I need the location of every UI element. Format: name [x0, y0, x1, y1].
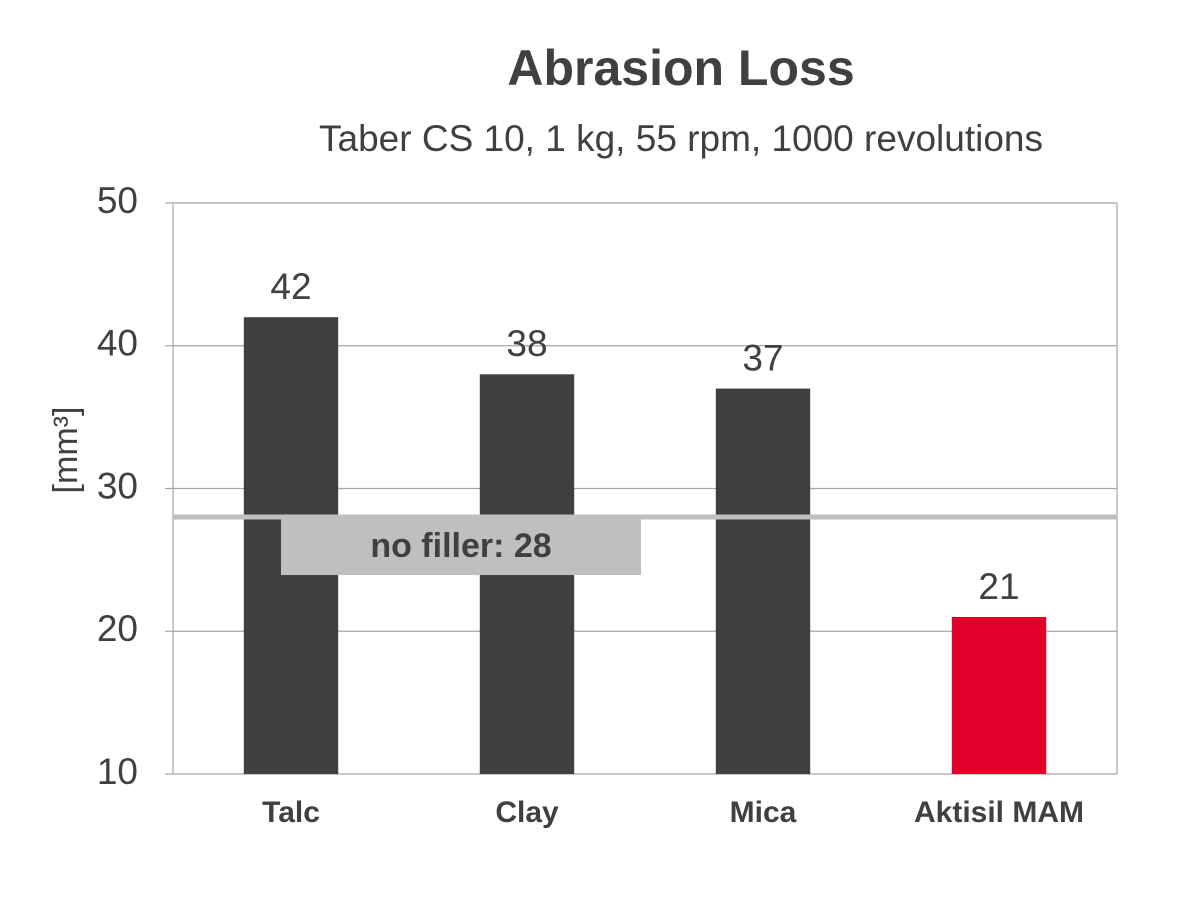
- x-tick-label: Mica: [730, 796, 797, 829]
- value-label: 37: [742, 337, 783, 378]
- chart-subtitle: Taber CS 10, 1 kg, 55 rpm, 1000 revoluti…: [319, 118, 1043, 159]
- y-tick-label: 40: [97, 323, 138, 364]
- y-tick-label: 10: [97, 751, 138, 792]
- reference-label-box: [281, 517, 641, 576]
- chart-title: Abrasion Loss: [507, 40, 854, 96]
- x-tick-label: Aktisil MAM: [914, 796, 1084, 829]
- y-tick-label: 30: [97, 465, 138, 506]
- value-label: 38: [506, 323, 547, 364]
- x-tick-label: Talc: [262, 796, 320, 829]
- bar: [715, 388, 811, 774]
- y-axis-label: [mm³]: [47, 407, 85, 494]
- y-tick-label: 50: [97, 180, 138, 221]
- y-tick-label: 20: [97, 608, 138, 649]
- reference-label: no filler: 28: [370, 527, 551, 565]
- value-label: 42: [270, 266, 311, 307]
- value-label: 21: [978, 566, 1019, 607]
- bar: [951, 616, 1047, 774]
- x-tick-label: Clay: [495, 796, 559, 829]
